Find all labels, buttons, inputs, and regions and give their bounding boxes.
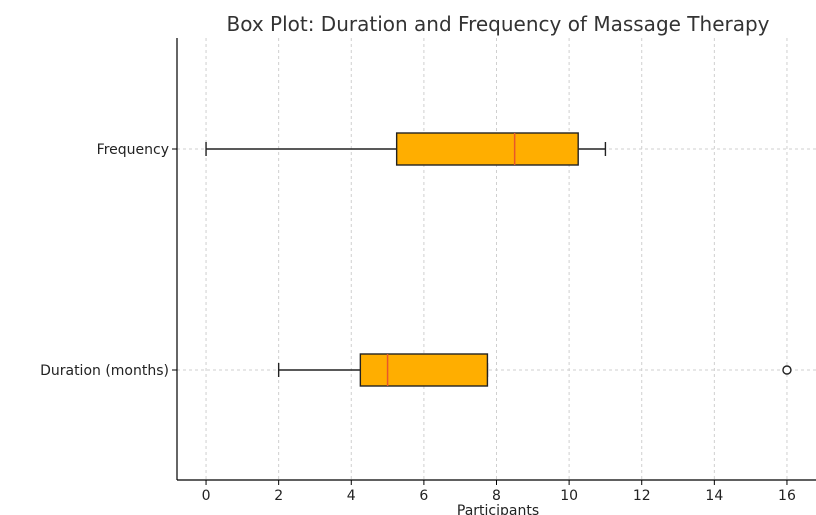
y-category-label: Frequency (97, 142, 169, 158)
x-tick-label: 2 (274, 488, 283, 504)
boxes (205, 132, 792, 387)
box-iqr (395, 132, 579, 166)
x-tick-label: 16 (778, 488, 796, 504)
x-tick-label: 10 (560, 488, 578, 504)
y-category-label: Duration (months) (40, 363, 169, 379)
box-group (277, 353, 792, 387)
grid (177, 38, 816, 480)
box-group (205, 132, 607, 166)
chart-title: Box Plot: Duration and Frequency of Mass… (226, 12, 769, 36)
box-iqr (359, 353, 489, 387)
tick-labels: 0 2 4 6 8 10 12 14 16 Frequency Duration (months) (40, 142, 796, 504)
axes (172, 38, 816, 485)
x-tick-label: 14 (705, 488, 723, 504)
x-tick-label: 4 (347, 488, 356, 504)
x-tick-label: 6 (419, 488, 428, 504)
x-axis-label: Participants (457, 503, 539, 515)
outlier-point (782, 365, 792, 375)
x-tick-label: 0 (202, 488, 211, 504)
x-tick-label: 8 (492, 488, 501, 504)
x-tick-label: 12 (633, 488, 651, 504)
